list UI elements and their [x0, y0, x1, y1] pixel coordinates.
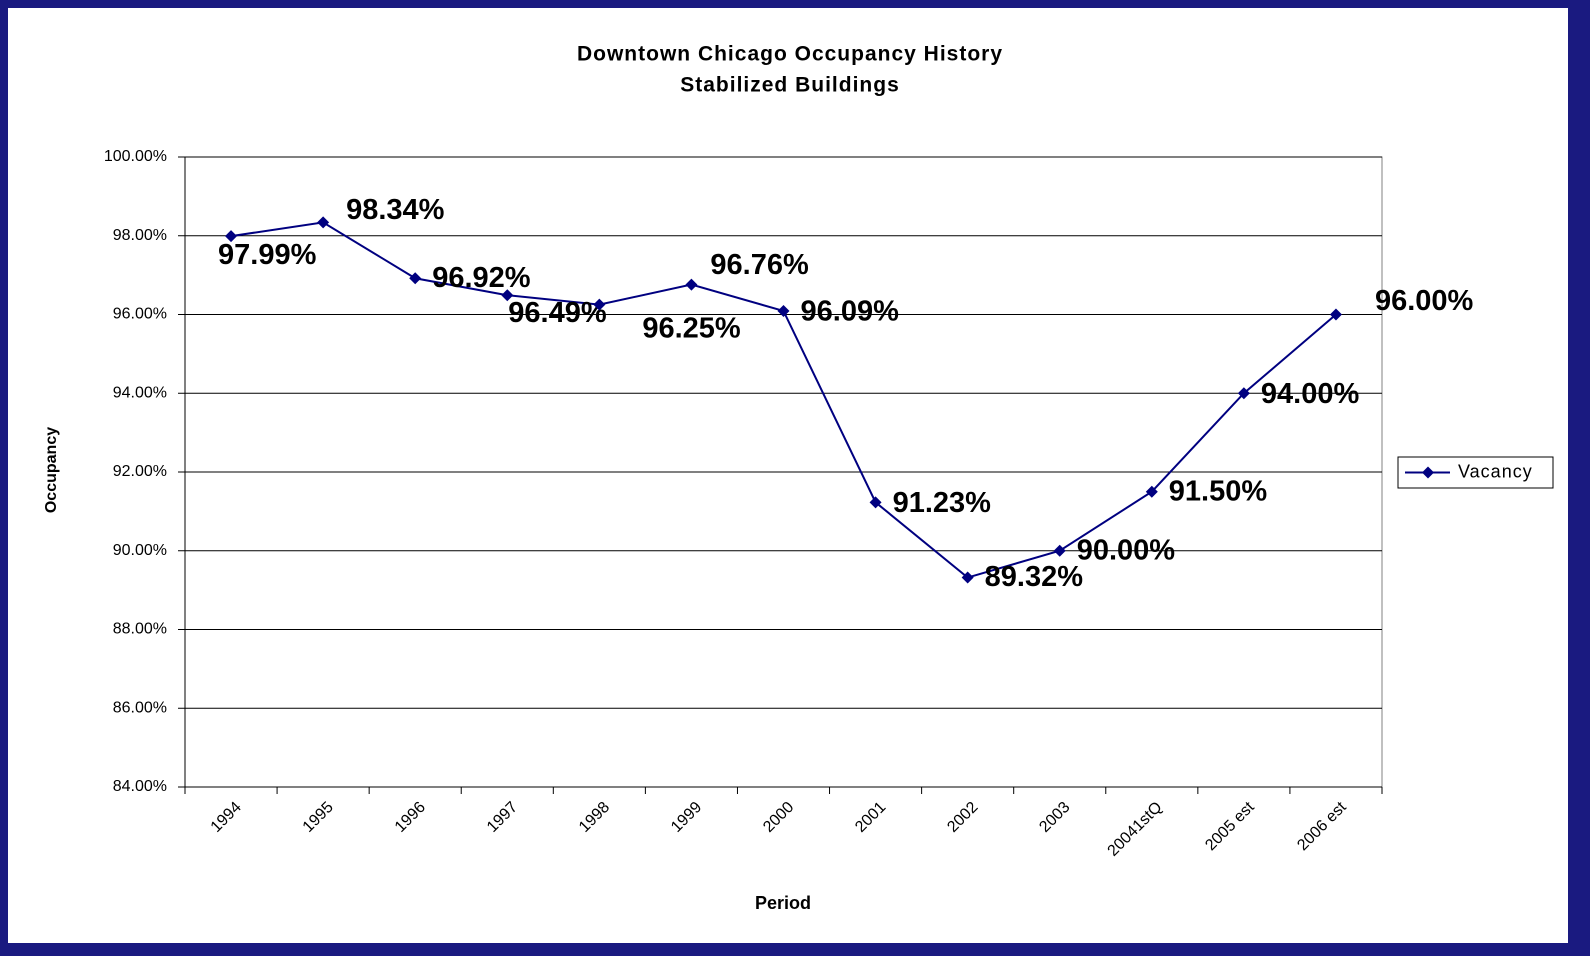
legend-label: Vacancy	[1458, 461, 1533, 481]
data-point	[869, 496, 882, 509]
data-label: 96.25%	[642, 312, 741, 344]
data-point	[317, 216, 330, 229]
data-point	[961, 571, 974, 584]
data-point	[409, 272, 422, 285]
data-label: 94.00%	[1261, 378, 1360, 410]
y-tick-label: 96.00%	[113, 306, 167, 323]
data-label: 89.32%	[985, 561, 1084, 593]
data-point	[777, 304, 790, 317]
chart-subtitle: Stabilized Buildings	[680, 74, 900, 97]
data-point	[593, 298, 606, 311]
y-tick-label: 86.00%	[113, 699, 167, 716]
data-label: 90.00%	[1077, 534, 1176, 566]
y-tick-label: 92.00%	[113, 463, 167, 480]
y-tick-label: 100.00%	[104, 148, 167, 165]
data-label: 98.34%	[346, 194, 445, 226]
data-label: 91.50%	[1169, 475, 1268, 507]
data-point	[225, 230, 238, 243]
data-label: 96.00%	[1375, 285, 1474, 317]
y-tick-label: 94.00%	[113, 384, 167, 401]
data-label: 96.09%	[801, 296, 900, 328]
data-point	[501, 289, 514, 302]
y-tick-label: 84.00%	[113, 778, 167, 795]
y-tick-label: 88.00%	[113, 621, 167, 638]
data-label: 97.99%	[218, 239, 317, 271]
data-label: 96.49%	[508, 297, 607, 329]
y-tick-label: 90.00%	[113, 542, 167, 559]
data-point	[685, 278, 698, 291]
data-point	[1237, 387, 1250, 400]
data-point	[1053, 544, 1066, 557]
x-axis-label: Period	[755, 893, 811, 913]
y-axis-label: Occupancy	[43, 427, 60, 513]
data-label: 96.76%	[710, 249, 809, 281]
data-label: 96.92%	[432, 262, 531, 294]
chart-title: Downtown Chicago Occupancy History	[577, 43, 1003, 66]
y-tick-label: 98.00%	[113, 227, 167, 244]
data-point	[1329, 308, 1342, 321]
legend-marker	[1422, 466, 1434, 479]
data-label: 91.23%	[893, 487, 992, 519]
data-point	[1145, 485, 1158, 498]
